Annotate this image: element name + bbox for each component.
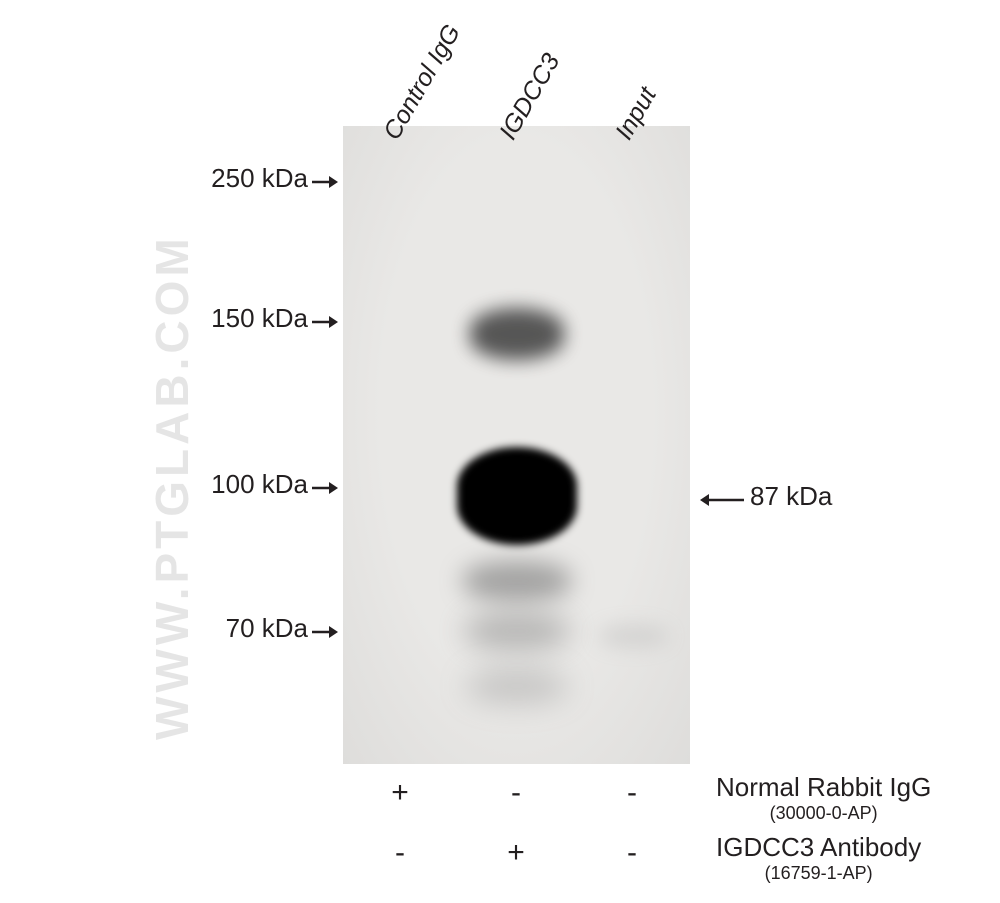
mw-marker-150kDa: 150 kDa <box>0 303 338 336</box>
arrow-right-icon <box>312 471 338 502</box>
treatment-mark-row0-col2: - <box>616 776 648 810</box>
lane-control <box>343 126 458 764</box>
band-igdcc3-3 <box>465 613 569 649</box>
treatment-name: IGDCC3 Antibody <box>716 832 921 862</box>
treatment-mark-row1-col1: + <box>500 836 532 870</box>
mw-marker-text: 250 kDa <box>211 163 308 193</box>
band-igdcc3-0 <box>470 308 564 360</box>
treatment-mark-row0-col1: - <box>500 776 532 810</box>
target-band-text: 87 kDa <box>750 481 832 511</box>
band-igdcc3-2 <box>463 561 571 601</box>
mw-marker-text: 100 kDa <box>211 469 308 499</box>
arrow-right-icon <box>312 165 338 196</box>
mw-marker-70kDa: 70 kDa <box>0 613 338 646</box>
arrow-left-icon <box>700 483 744 514</box>
lane-igdcc3 <box>459 126 574 764</box>
mw-marker-250kDa: 250 kDa <box>0 163 338 196</box>
treatment-mark-row1-col0: - <box>384 836 416 870</box>
treatment-label-row1: IGDCC3 Antibody(16759-1-AP) <box>716 832 921 884</box>
band-input-5 <box>598 625 668 647</box>
arrow-right-icon <box>312 305 338 336</box>
lane-input <box>575 126 690 764</box>
arrow-right-icon <box>312 615 338 646</box>
treatment-mark-row1-col2: - <box>616 836 648 870</box>
treatment-name: Normal Rabbit IgG <box>716 772 931 802</box>
treatment-mark-row0-col0: + <box>384 776 416 810</box>
treatment-label-row0: Normal Rabbit IgG(30000-0-AP) <box>716 772 931 824</box>
target-band-label: 87 kDa <box>700 481 832 514</box>
mw-marker-100kDa: 100 kDa <box>0 469 338 502</box>
western-blot-membrane <box>343 126 690 764</box>
treatment-catalog: (16759-1-AP) <box>716 863 921 884</box>
band-igdcc3-1 <box>457 447 577 545</box>
treatment-catalog: (30000-0-AP) <box>716 803 931 824</box>
mw-marker-text: 150 kDa <box>211 303 308 333</box>
mw-marker-text: 70 kDa <box>226 613 308 643</box>
figure-stage: WWW.PTGLAB.COMControl IgGIGDCC3Input250 … <box>0 0 1000 903</box>
band-igdcc3-4 <box>467 669 567 703</box>
